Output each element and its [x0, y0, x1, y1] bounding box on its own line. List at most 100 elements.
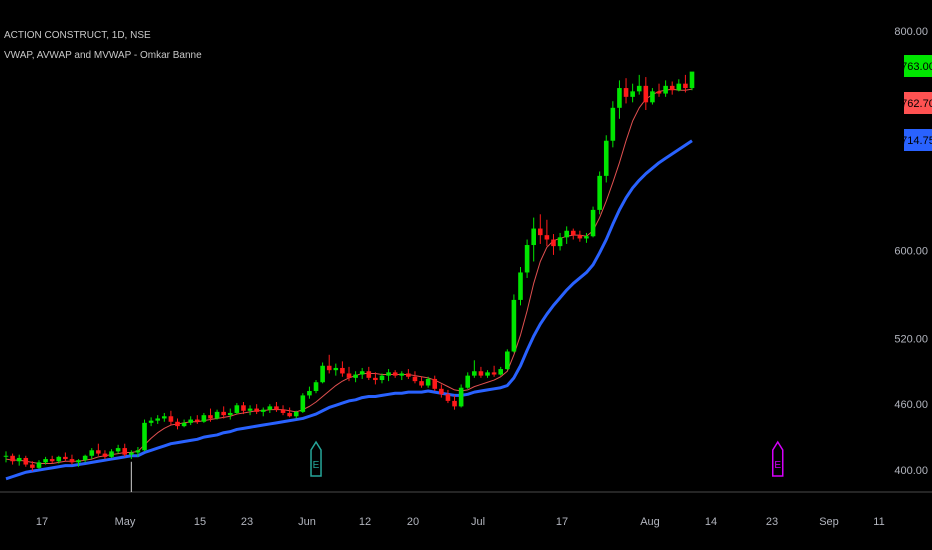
candle[interactable] — [49, 459, 55, 462]
earnings-marker-icon[interactable] — [310, 440, 322, 477]
candle[interactable] — [518, 272, 523, 300]
candle[interactable] — [346, 373, 352, 378]
candle[interactable] — [148, 420, 154, 423]
candle[interactable] — [445, 394, 451, 401]
candle[interactable] — [194, 419, 200, 422]
candle[interactable] — [505, 351, 510, 370]
candle[interactable] — [544, 235, 550, 240]
candle[interactable] — [392, 372, 398, 376]
candle[interactable] — [274, 406, 279, 410]
candle[interactable] — [636, 85, 642, 92]
candle[interactable] — [96, 450, 101, 454]
candle[interactable] — [30, 464, 35, 468]
candle[interactable] — [300, 395, 306, 412]
candle[interactable] — [109, 451, 114, 457]
candle[interactable] — [89, 450, 95, 456]
candle[interactable] — [472, 371, 477, 376]
candle[interactable] — [254, 408, 259, 412]
candle[interactable] — [313, 382, 319, 392]
candle[interactable] — [689, 71, 695, 89]
candle[interactable] — [56, 456, 62, 462]
candle[interactable] — [551, 239, 556, 247]
candle[interactable] — [168, 416, 174, 422]
candle[interactable] — [623, 88, 629, 97]
indicator-title[interactable]: VWAP, AVWAP and MVWAP - Omkar Banne — [4, 50, 202, 61]
candle[interactable] — [135, 450, 141, 453]
candle[interactable] — [630, 91, 635, 97]
candle[interactable] — [43, 459, 48, 463]
candle[interactable] — [63, 456, 68, 460]
candle[interactable] — [267, 406, 273, 410]
candle[interactable] — [452, 400, 457, 407]
candle[interactable] — [287, 412, 292, 417]
candle[interactable] — [280, 409, 286, 413]
candle[interactable] — [3, 455, 9, 457]
candle[interactable] — [340, 367, 345, 374]
candle[interactable] — [406, 373, 411, 377]
candle[interactable] — [307, 391, 312, 396]
candle[interactable] — [511, 299, 517, 352]
candle[interactable] — [16, 457, 22, 462]
candle[interactable] — [524, 245, 530, 273]
candle[interactable] — [10, 455, 15, 462]
candle[interactable] — [577, 235, 583, 239]
candle[interactable] — [643, 85, 649, 103]
candle[interactable] — [36, 462, 42, 468]
candle[interactable] — [669, 85, 675, 91]
candle[interactable] — [293, 411, 299, 417]
candle[interactable] — [247, 408, 253, 411]
candle[interactable] — [227, 412, 233, 416]
candle[interactable] — [366, 371, 372, 378]
earnings-marker-icon[interactable] — [772, 440, 784, 477]
candle[interactable] — [570, 230, 576, 236]
candle[interactable] — [188, 419, 193, 423]
candle[interactable] — [333, 367, 339, 371]
candle[interactable] — [386, 372, 391, 376]
candle[interactable] — [234, 405, 240, 413]
candle[interactable] — [129, 452, 134, 455]
candle[interactable] — [478, 371, 484, 376]
candle[interactable] — [419, 381, 424, 386]
candle[interactable] — [181, 422, 187, 427]
candle[interactable] — [458, 387, 464, 407]
candle[interactable] — [359, 371, 365, 375]
symbol-title[interactable]: ACTION CONSTRUCT, 1D, NSE — [4, 30, 151, 41]
candle[interactable] — [221, 411, 226, 416]
candle[interactable] — [155, 418, 161, 421]
candle[interactable] — [82, 455, 88, 461]
candle[interactable] — [663, 85, 668, 94]
candle[interactable] — [142, 422, 147, 451]
candle[interactable] — [425, 378, 431, 386]
candle[interactable] — [76, 460, 81, 463]
candle[interactable] — [23, 457, 29, 465]
candle[interactable] — [214, 411, 220, 419]
vwap-line[interactable] — [5, 139, 693, 481]
candle[interactable] — [498, 369, 504, 375]
candle[interactable] — [603, 140, 609, 176]
candle[interactable] — [650, 91, 655, 103]
candle[interactable] — [439, 388, 444, 395]
candle[interactable] — [115, 448, 121, 452]
candle[interactable] — [412, 376, 418, 382]
candle[interactable] — [590, 209, 596, 237]
candle[interactable] — [353, 374, 358, 378]
candle[interactable] — [260, 409, 266, 412]
candle[interactable] — [676, 83, 682, 91]
candle[interactable] — [241, 405, 246, 411]
candle[interactable] — [373, 377, 378, 381]
candle[interactable] — [557, 237, 563, 247]
candle[interactable] — [399, 373, 405, 376]
candle[interactable] — [610, 107, 616, 141]
candle[interactable] — [485, 372, 490, 376]
candle[interactable] — [617, 88, 622, 108]
candle[interactable] — [320, 365, 325, 383]
candle[interactable] — [656, 91, 662, 94]
candle[interactable] — [69, 459, 75, 463]
candle[interactable] — [102, 453, 108, 457]
candle[interactable] — [432, 378, 438, 389]
candle[interactable] — [201, 415, 207, 422]
candle[interactable] — [491, 372, 497, 375]
mvwap-line[interactable] — [5, 88, 693, 464]
candle[interactable] — [326, 365, 332, 371]
candle[interactable] — [162, 416, 167, 419]
